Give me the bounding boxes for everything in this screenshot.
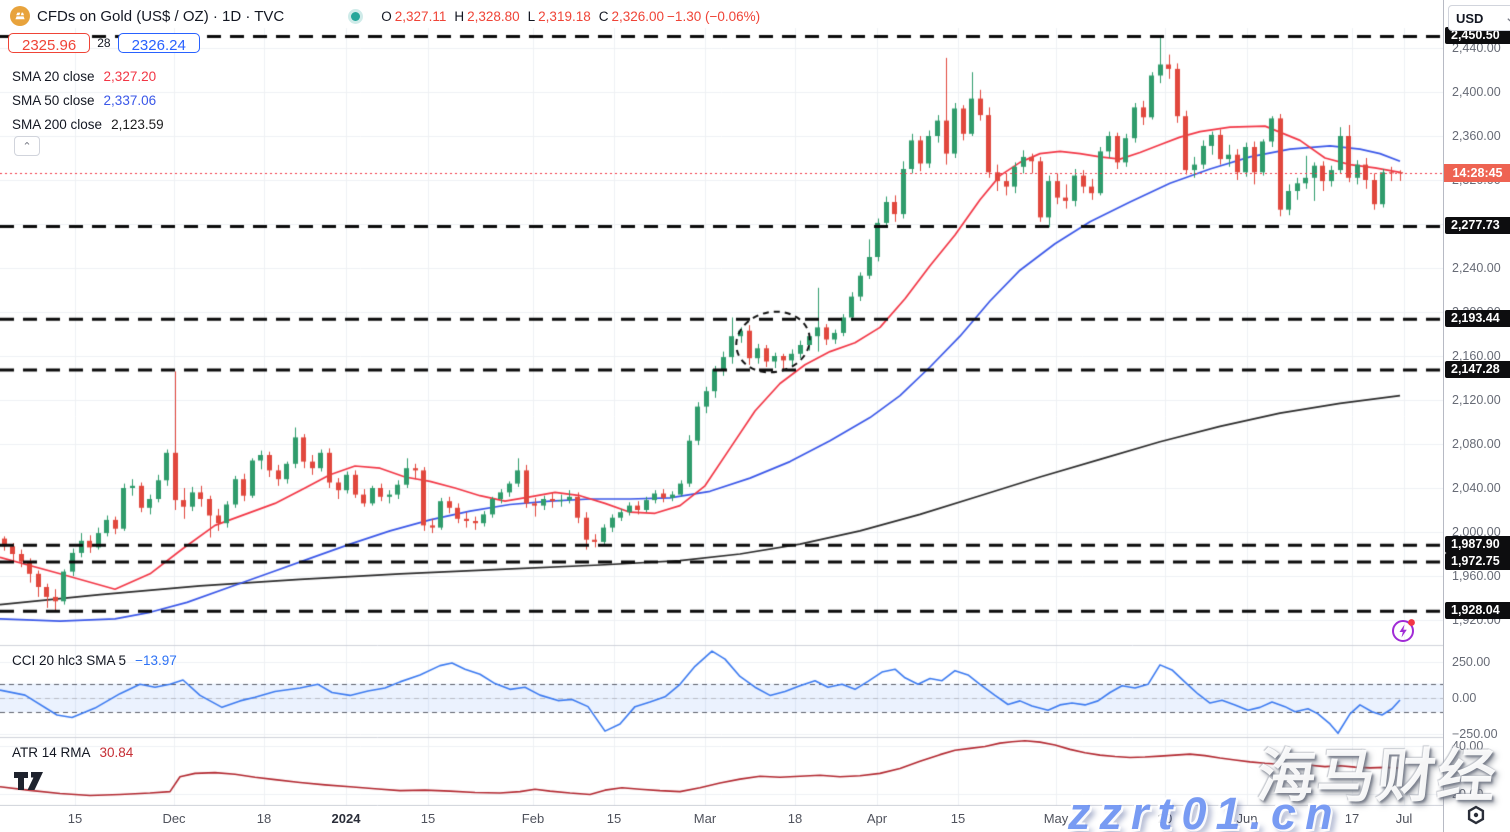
legend-row-sma200[interactable]: SMA 200 close 2,123.59 — [12, 112, 164, 136]
price-tick: 2,040.00 — [1452, 481, 1501, 495]
cci-value: −13.97 — [135, 653, 177, 668]
sma50-value: 2,337.06 — [103, 92, 157, 108]
price-tick: 2,000.00 — [1452, 525, 1501, 539]
time-tick: 20 — [1157, 811, 1173, 826]
market-status-dot — [351, 11, 361, 21]
sma20-label: SMA 20 close — [12, 68, 95, 84]
time-tick: 15 — [67, 811, 83, 826]
price-level-label: 1,987.90 — [1445, 536, 1510, 554]
atr-value: 30.84 — [99, 745, 134, 760]
sma50-label: SMA 50 close — [12, 92, 95, 108]
cci-pane-legend[interactable]: CCI 20 hlc3 SMA 5 −13.97 — [12, 653, 177, 668]
time-tick: Jul — [1395, 811, 1413, 826]
time-tick: 2024 — [331, 811, 361, 826]
sma200-label: SMA 200 close — [12, 116, 103, 132]
time-tick: Apr — [866, 811, 888, 826]
price-tick: 2,440.00 — [1452, 41, 1501, 55]
sell-bid-button[interactable]: 2325.96 — [8, 33, 91, 54]
price-tick: 2,080.00 — [1452, 437, 1501, 451]
close-value: 2,326.00 — [611, 8, 665, 24]
indicator-legend: SMA 20 close 2,327.20 SMA 50 close 2,337… — [12, 64, 164, 136]
time-tick: Jun — [1236, 811, 1258, 826]
flash-ideas-icon[interactable] — [1390, 616, 1418, 644]
atr-tick: 40.00 — [1452, 739, 1484, 753]
price-tick: 2,400.00 — [1452, 85, 1501, 99]
bar-countdown-badge: 14:28:45 — [1444, 164, 1510, 183]
sma200-value: 2,123.59 — [111, 116, 164, 132]
price-tick: 2,120.00 — [1452, 393, 1501, 407]
price-tick: 2,240.00 — [1452, 261, 1501, 275]
time-tick: May — [1043, 811, 1069, 826]
time-tick: Dec — [162, 811, 186, 826]
price-level-label: 2,147.28 — [1445, 360, 1510, 378]
price-tick: 2,360.00 — [1452, 129, 1501, 143]
open-value: 2,327.11 — [394, 8, 447, 24]
ohlc-values: O 2,327.11 H 2,328.80 L 2,319.18 C 2,326.00 … — [381, 9, 760, 24]
close-label: C — [598, 8, 609, 24]
symbol-header: CFDs on Gold (US$ / OZ) · 1D · TVC O 2,32… — [10, 6, 760, 26]
time-axis[interactable]: 15 Dec 18 2024 15 Feb 15 Mar 18 Apr 15 May 20 Jun 17 Ju… — [0, 806, 1443, 832]
price-axis[interactable]: USD ⌄ 2,440.002,400.002,360.002,320.002,… — [1443, 0, 1510, 832]
price-tick: 1,960.00 — [1452, 569, 1501, 583]
cci-label: CCI 20 hlc3 SMA 5 — [12, 653, 127, 668]
time-tick: 18 — [256, 811, 272, 826]
cci-tick: 0.00 — [1452, 691, 1477, 705]
time-tick: 15 — [606, 811, 622, 826]
time-tick: Mar — [693, 811, 717, 826]
time-tick: 17 — [1344, 811, 1360, 826]
low-label: L — [527, 8, 536, 24]
time-tick: 18 — [787, 811, 803, 826]
atr-label: ATR 14 RMA — [12, 745, 91, 760]
collapse-legend-button[interactable]: ⌃ — [14, 136, 40, 156]
change-value: −1.30 (−0.06%) — [667, 8, 761, 24]
time-tick: 15 — [950, 811, 966, 826]
high-value: 2,328.80 — [467, 8, 520, 24]
time-tick: Feb — [521, 811, 545, 826]
legend-row-sma50[interactable]: SMA 50 close 2,337.06 — [12, 88, 164, 112]
chevron-down-icon: ⌄ — [1505, 12, 1510, 24]
low-value: 2,319.18 — [538, 8, 591, 24]
cci-tick: −250.00 — [1452, 727, 1498, 741]
quote-row: 2325.96 28 2326.24 — [8, 33, 200, 54]
buy-ask-button[interactable]: 2326.24 — [117, 33, 200, 54]
price-level-label: 1,928.04 — [1445, 602, 1510, 620]
high-label: H — [454, 8, 465, 24]
tradingview-logo-icon[interactable] — [13, 769, 49, 793]
legend-row-sma20[interactable]: SMA 20 close 2,327.20 — [12, 64, 164, 88]
chevron-up-icon: ⌃ — [22, 140, 32, 153]
symbol-title[interactable]: CFDs on Gold (US$ / OZ) · 1D · TVC — [37, 7, 285, 25]
sma20-value: 2,327.20 — [103, 68, 157, 84]
gold-symbol-logo-icon — [10, 6, 30, 26]
price-level-label: 2,450.50 — [1445, 27, 1510, 45]
cci-tick: 250.00 — [1452, 655, 1491, 669]
price-level-label: 2,277.73 — [1445, 217, 1510, 235]
currency-selector[interactable]: USD ⌄ — [1448, 5, 1510, 31]
spread-value: 28 — [97, 36, 111, 50]
currency-label: USD — [1456, 10, 1484, 26]
time-tick: 15 — [420, 811, 436, 826]
price-tick: 2,160.00 — [1452, 349, 1501, 363]
price-level-label: 2,193.44 — [1445, 310, 1510, 328]
gear-icon[interactable] — [1466, 805, 1486, 825]
open-label: O — [381, 8, 392, 24]
atr-pane-legend[interactable]: ATR 14 RMA 30.84 — [12, 745, 133, 760]
atr-tick: 20.00 — [1452, 787, 1484, 801]
price-level-label: 1,972.75 — [1445, 552, 1510, 570]
